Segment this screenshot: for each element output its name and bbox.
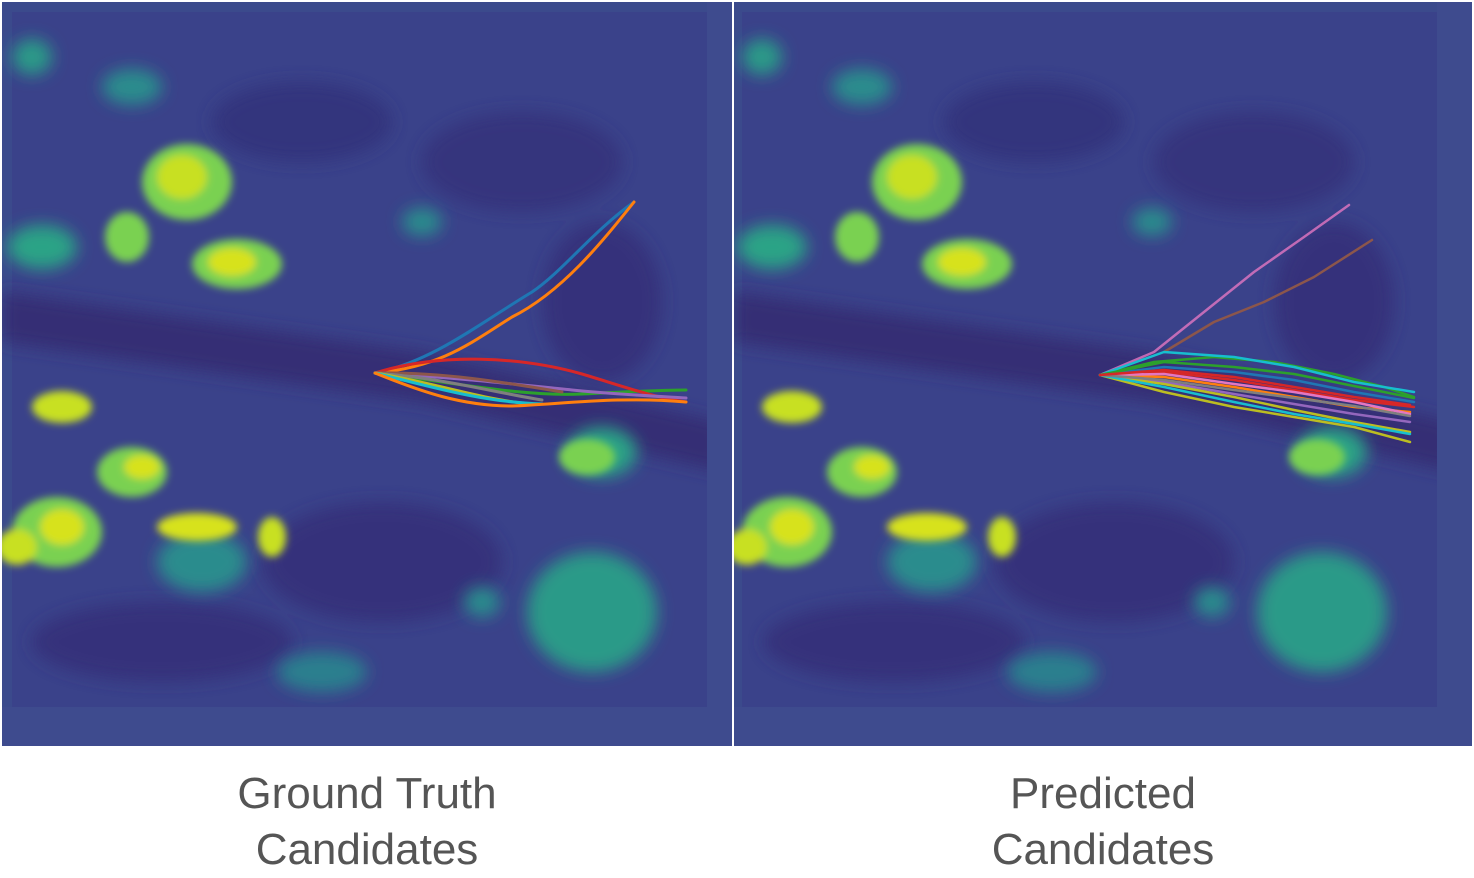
ground-truth-caption-line1: Ground Truth — [237, 769, 497, 818]
trajectory — [373, 200, 636, 375]
predicted-caption: Predicted Candidates — [853, 766, 1353, 878]
ground-truth-caption: Ground Truth Candidates — [117, 766, 617, 878]
predicted-heatmap — [734, 2, 1472, 746]
trajectory — [1098, 373, 1412, 424]
trajectory — [1098, 372, 1412, 416]
predicted-caption-line1: Predicted — [1010, 769, 1196, 818]
trajectory — [1098, 365, 1416, 404]
trajectory — [1098, 203, 1351, 377]
trajectory — [373, 371, 564, 394]
trajectory — [1098, 373, 1412, 444]
trajectory — [1098, 373, 1412, 436]
ground-truth-trajectories — [373, 200, 688, 408]
predicted-trajectories — [1098, 203, 1416, 444]
predicted-caption-line2: Candidates — [991, 825, 1215, 874]
trajectory — [373, 371, 544, 406]
trajectory — [1098, 350, 1416, 394]
trajectory — [1098, 360, 1416, 400]
trajectory — [373, 371, 544, 402]
ground-truth-panel — [2, 2, 732, 746]
ground-truth-heatmap — [2, 2, 732, 746]
trajectory — [1098, 373, 1412, 434]
trajectory — [1098, 373, 1412, 418]
ground-truth-caption-line2: Candidates — [255, 825, 479, 874]
trajectory — [373, 371, 688, 408]
trajectory — [1098, 368, 1412, 407]
predicted-panel — [734, 2, 1472, 746]
trajectory — [373, 371, 688, 400]
trajectory — [1098, 370, 1416, 409]
trajectory — [1162, 238, 1374, 354]
